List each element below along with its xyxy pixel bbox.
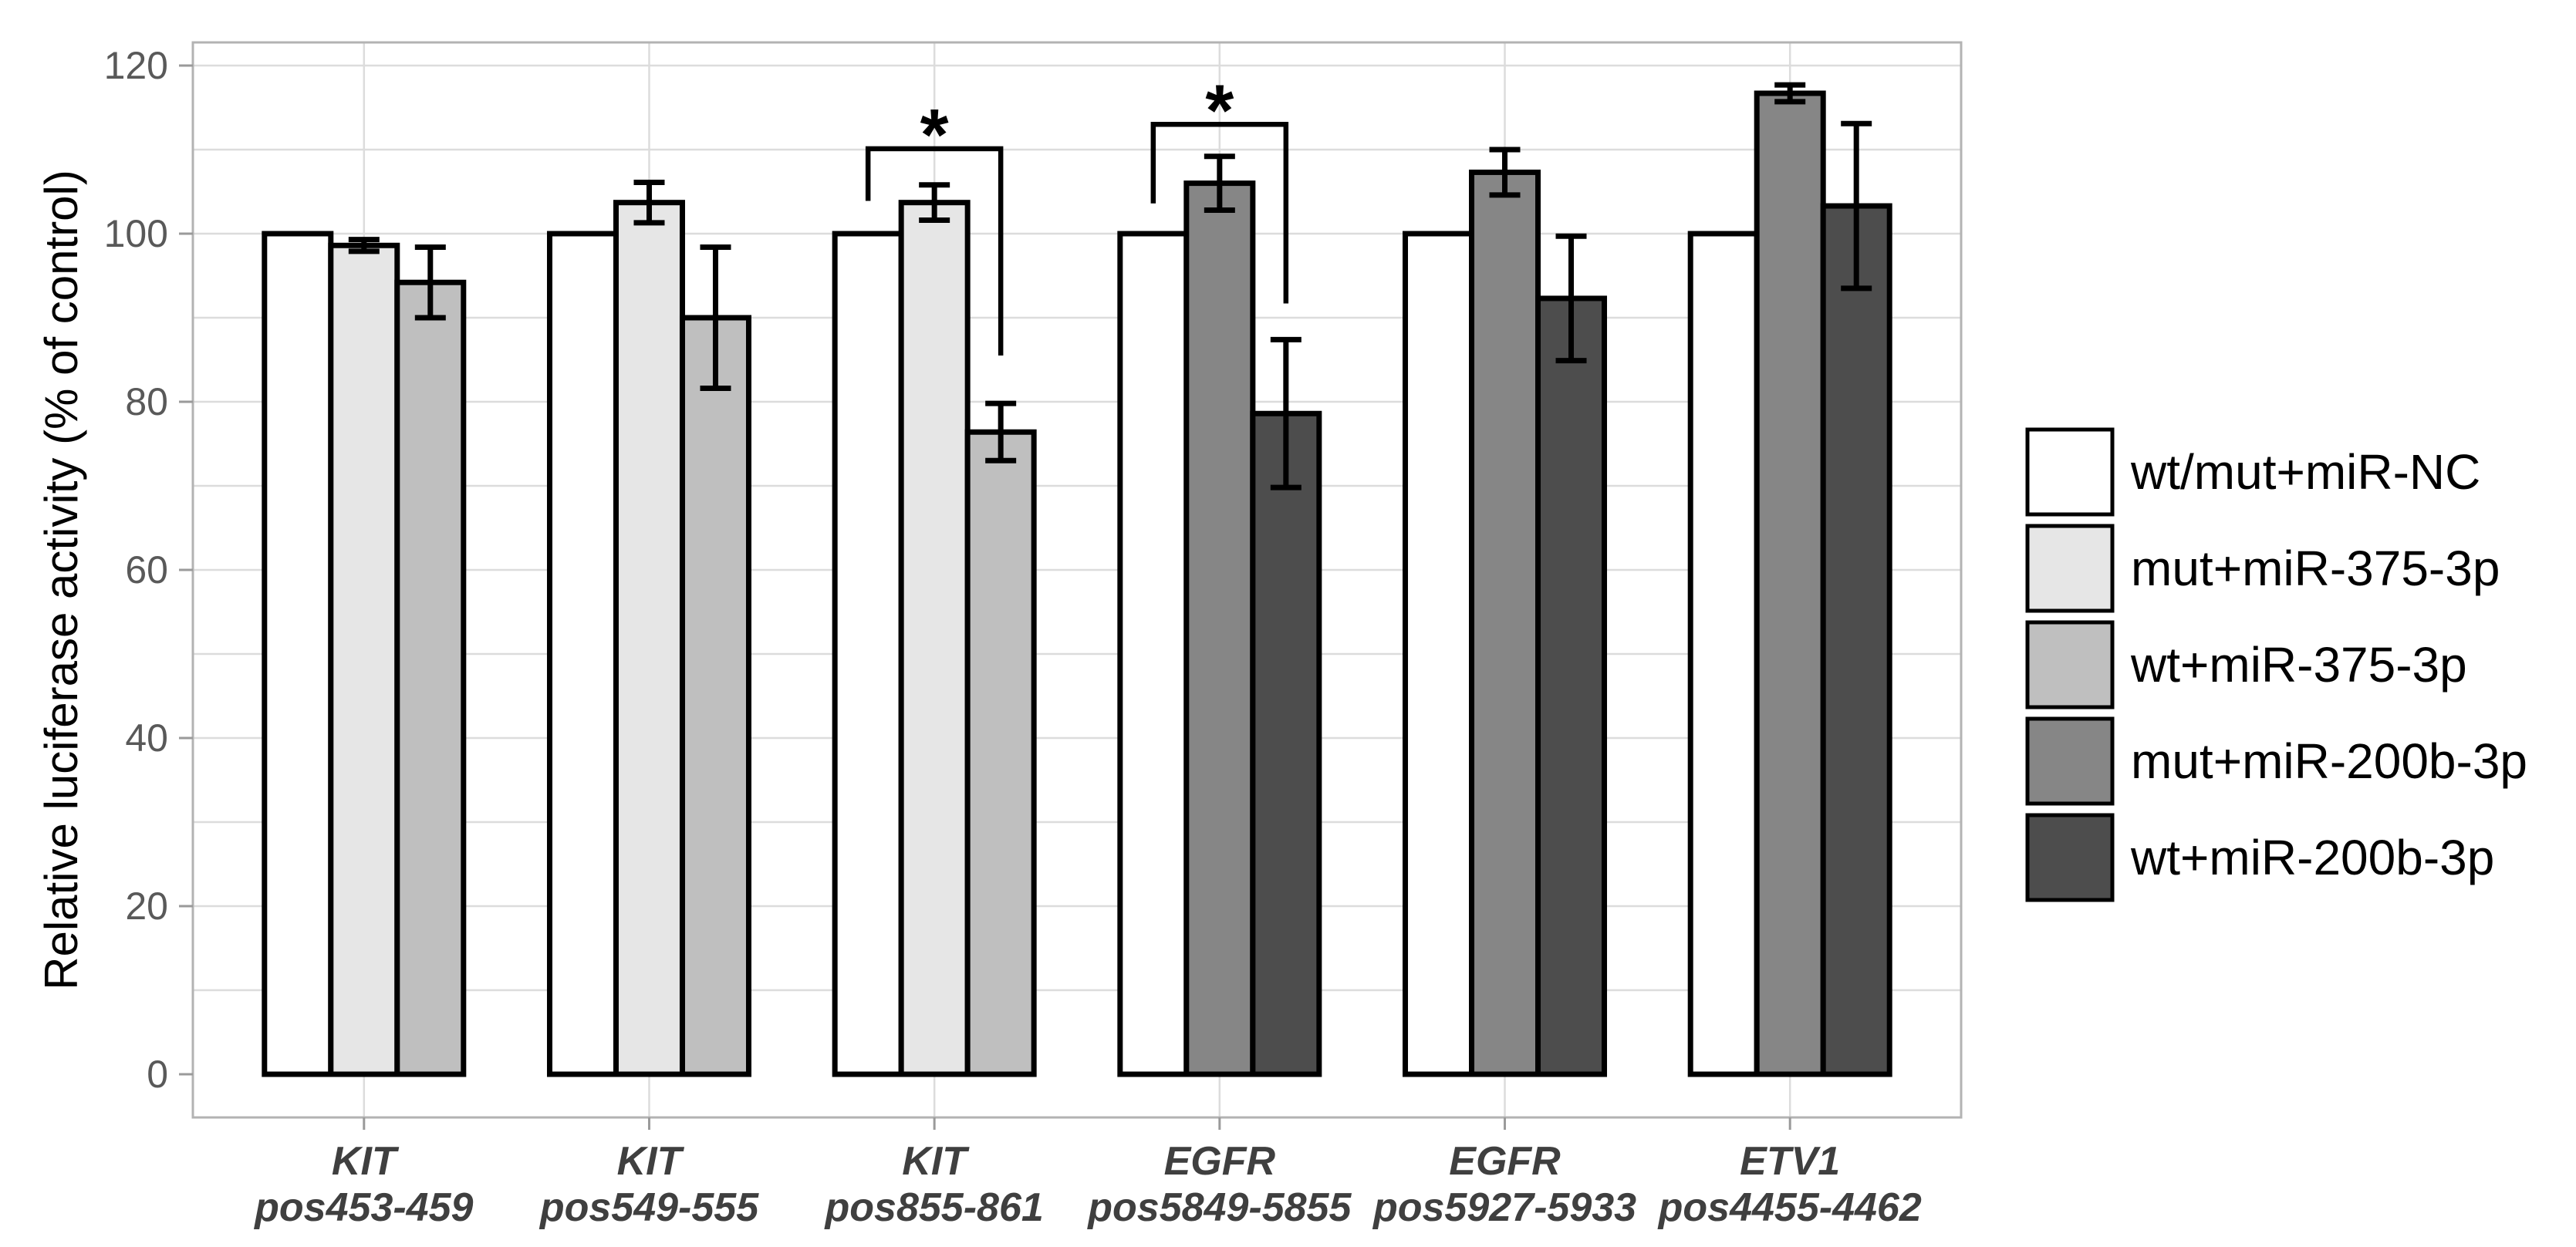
bar-wt/mut+miR-NC [546, 231, 619, 1077]
legend-swatch-mut+miR-200b-3p [2025, 716, 2115, 806]
y-tick-label: 40 [125, 716, 168, 760]
x-category-gene-label: EGFR [1449, 1139, 1561, 1184]
legend-label: mut+miR-200b-3p [2131, 733, 2527, 789]
legend-label: wt/mut+miR-NC [2130, 444, 2480, 500]
y-axis-title: Relative luciferase activity (% of contr… [35, 170, 87, 990]
x-category-position-label: pos453-459 [253, 1185, 473, 1230]
y-tick-label: 80 [125, 380, 168, 423]
bar-mut+miR-200b-3p [1754, 90, 1826, 1077]
x-category-position-label: pos4455-4462 [1657, 1185, 1922, 1230]
bar-mut+miR-200b-3p [1183, 180, 1256, 1077]
x-category-gene-label: ETV1 [1740, 1139, 1840, 1184]
bar-wt/mut+miR-NC [1117, 231, 1190, 1077]
significance-star: * [1205, 69, 1234, 151]
x-category-gene-label: KIT [617, 1139, 685, 1184]
x-category-position-label: pos549-555 [538, 1185, 759, 1230]
bar-mut+miR-375-3p [613, 200, 685, 1077]
error-bars-layer [348, 82, 1872, 490]
y-tick-label: 100 [104, 212, 168, 255]
legend-swatch-wt/mut+miR-NC [2025, 427, 2115, 517]
x-category-position-label: pos5927-5933 [1372, 1185, 1636, 1230]
significance-bracket [1150, 122, 1289, 304]
y-tick-label: 20 [125, 885, 168, 928]
bar-wt/mut+miR-NC [832, 231, 904, 1077]
legend-swatch-mut+miR-375-3p [2025, 524, 2115, 613]
significance-layer: * * [865, 69, 1289, 356]
legend: wt/mut+miR-NC mut+miR-375-3p wt+miR-375-3p… [2025, 427, 2527, 902]
bars-layer [262, 90, 1892, 1077]
bar-wt/mut+miR-NC [1403, 231, 1475, 1077]
axes-layer: 020406080100120KITpos453-459KITpos549-55… [104, 41, 1963, 1230]
significance-star: * [920, 94, 949, 176]
x-category-position-label: pos855-861 [824, 1185, 1044, 1230]
bar-wt+miR-375-3p [679, 315, 751, 1077]
significance-bracket [865, 146, 1004, 356]
bar-wt+miR-200b-3p [1535, 295, 1608, 1077]
legend-label: wt+miR-375-3p [2130, 637, 2467, 693]
bar-mut+miR-200b-3p [1469, 169, 1541, 1077]
bar-wt+miR-375-3p [394, 279, 467, 1077]
bar-mut+miR-375-3p [328, 242, 400, 1077]
legend-swatch-wt+miR-200b-3p [2025, 813, 2115, 902]
bar-mut+miR-375-3p [898, 200, 971, 1077]
bar-wt+miR-200b-3p [1250, 410, 1322, 1077]
panel-border [191, 41, 1963, 1119]
y-tick-label: 0 [147, 1053, 168, 1096]
y-tick-label: 120 [104, 44, 168, 87]
y-tick-label: 60 [125, 548, 168, 591]
legend-swatch-wt+miR-375-3p [2025, 620, 2115, 709]
bar-wt+miR-375-3p [964, 429, 1037, 1077]
x-category-gene-label: KIT [332, 1139, 400, 1184]
bar-wt/mut+miR-NC [262, 231, 334, 1077]
legend-label: wt+miR-200b-3p [2130, 830, 2494, 885]
x-category-gene-label: EGFR [1164, 1139, 1276, 1184]
legend-label: mut+miR-375-3p [2131, 541, 2500, 596]
x-category-gene-label: KIT [902, 1139, 970, 1184]
bar-wt/mut+miR-NC [1687, 231, 1760, 1077]
x-category-position-label: pos5849-5855 [1086, 1185, 1352, 1230]
bar-wt+miR-200b-3p [1820, 203, 1892, 1077]
